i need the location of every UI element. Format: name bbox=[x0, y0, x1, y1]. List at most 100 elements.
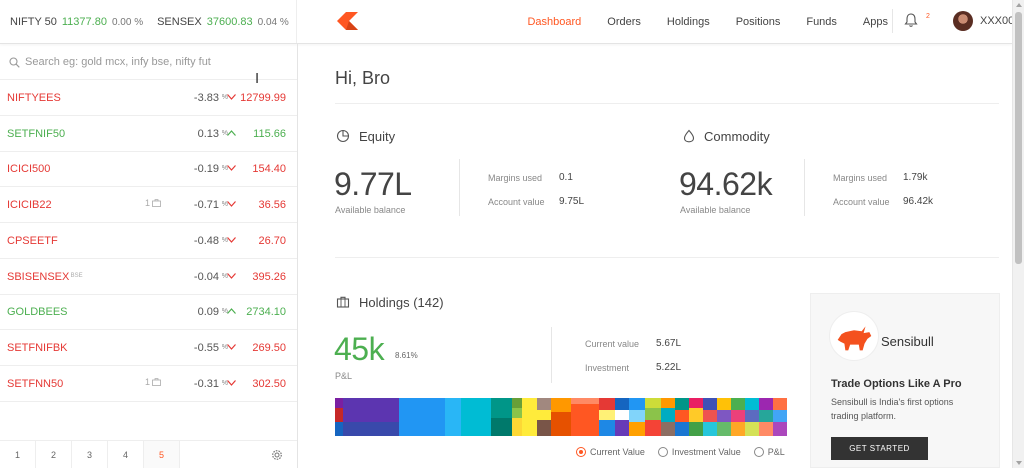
nav-funds[interactable]: Funds bbox=[806, 15, 837, 28]
search-input[interactable] bbox=[25, 52, 285, 72]
treemap-tile[interactable] bbox=[512, 398, 522, 408]
chevron-down-icon bbox=[227, 272, 236, 279]
treemap-tile[interactable] bbox=[491, 418, 512, 436]
page-3[interactable]: 3 bbox=[72, 441, 108, 468]
watchlist-row[interactable]: SETFNIFBK -0.55% 269.50 bbox=[0, 330, 297, 366]
treemap-tile[interactable] bbox=[335, 398, 343, 408]
nav-apps[interactable]: Apps bbox=[862, 15, 888, 28]
treemap-tile[interactable] bbox=[599, 420, 615, 436]
treemap-tile[interactable] bbox=[717, 410, 731, 422]
treemap-tile[interactable] bbox=[629, 410, 645, 422]
user-id[interactable]: XXX00 bbox=[980, 15, 1015, 27]
page-2[interactable]: 2 bbox=[36, 441, 72, 468]
radio-icon[interactable] bbox=[753, 447, 764, 457]
treemap-tile[interactable] bbox=[661, 408, 675, 422]
radio-icon[interactable] bbox=[657, 447, 668, 457]
promo-title: Trade Options Like A Pro bbox=[831, 378, 962, 390]
treemap-tile[interactable] bbox=[675, 410, 689, 422]
watchlist-row[interactable]: SETFNIF50 0.13% 115.66 bbox=[0, 116, 297, 152]
holdings-pnl-label: P&L bbox=[335, 371, 353, 381]
treemap-tile[interactable] bbox=[615, 398, 629, 410]
scroll-thumb[interactable] bbox=[1015, 12, 1022, 264]
index-sensex[interactable]: SENSEX 37600.83 0.04 % bbox=[157, 16, 289, 28]
treemap-tile[interactable] bbox=[537, 410, 551, 420]
treemap-tile[interactable] bbox=[571, 398, 599, 404]
treemap-tile[interactable] bbox=[599, 410, 615, 420]
percent-symbol: % bbox=[221, 94, 228, 101]
last-price: 36.56 bbox=[258, 199, 286, 212]
index-value: 37600.83 bbox=[206, 15, 253, 28]
watchlist-row[interactable]: SETFNN50 1 -0.31% 302.50 bbox=[0, 366, 297, 402]
change-percent: 0.13 bbox=[197, 127, 219, 140]
treemap-tile[interactable] bbox=[335, 422, 343, 436]
watchlist-row[interactable]: GOLDBEES 0.09% 2734.10 bbox=[0, 294, 297, 331]
gear-icon[interactable] bbox=[271, 449, 283, 461]
treemap-tile[interactable] bbox=[615, 410, 629, 420]
page-5[interactable]: 5 bbox=[144, 441, 180, 468]
change-percent: -0.48 bbox=[193, 234, 219, 247]
treemap-tile[interactable] bbox=[759, 410, 773, 422]
treemap-tile[interactable] bbox=[551, 412, 571, 436]
treemap-tile[interactable] bbox=[717, 422, 731, 436]
treemap-tile[interactable] bbox=[629, 422, 645, 436]
watchlist-row[interactable]: CPSEETF -0.48% 26.70 bbox=[0, 223, 297, 259]
equity-margins-value: 0.1 bbox=[559, 172, 573, 183]
treemap-tile[interactable] bbox=[689, 408, 703, 422]
kite-logo-icon[interactable] bbox=[337, 12, 359, 30]
promo-text: Sensibull is India's first options tradi… bbox=[831, 397, 954, 421]
treemap-tile[interactable] bbox=[731, 422, 745, 436]
treemap-tile[interactable] bbox=[745, 422, 759, 436]
treemap-tile[interactable] bbox=[661, 422, 675, 436]
bell-icon[interactable] bbox=[904, 12, 918, 28]
index-nifty50[interactable]: NIFTY 50 11377.80 0.00 % bbox=[10, 16, 143, 28]
treemap-tile[interactable] bbox=[522, 398, 537, 436]
watchlist-row[interactable]: SBISENSEX BSE -0.04% 395.26 bbox=[0, 259, 297, 295]
treemap-tile[interactable] bbox=[537, 398, 551, 410]
watchlist-row[interactable]: NIFTYEES -3.83% 12799.99 bbox=[0, 80, 297, 116]
nav-orders[interactable]: Orders bbox=[607, 15, 641, 28]
treemap-tile[interactable] bbox=[399, 398, 445, 436]
treemap-tile[interactable] bbox=[512, 398, 522, 436]
nav-dashboard[interactable]: Dashboard bbox=[527, 15, 582, 28]
treemap-tile[interactable] bbox=[645, 408, 661, 420]
divider bbox=[804, 159, 805, 216]
holdings-treemap[interactable] bbox=[335, 398, 787, 436]
legend-pnl[interactable]: P&L bbox=[753, 447, 785, 457]
last-price: 269.50 bbox=[252, 341, 286, 354]
page-scrollbar[interactable] bbox=[1012, 0, 1024, 468]
scroll-down-arrow-icon[interactable] bbox=[1016, 461, 1022, 465]
treemap-tile[interactable] bbox=[773, 410, 787, 422]
treemap-tile[interactable] bbox=[689, 422, 703, 436]
get-started-button[interactable]: GET STARTED bbox=[831, 437, 928, 460]
nav-holdings[interactable]: Holdings bbox=[666, 15, 710, 28]
legend-investment-value[interactable]: Investment Value bbox=[657, 447, 741, 457]
treemap-tile[interactable] bbox=[773, 422, 787, 436]
market-indices: NIFTY 50 11377.80 0.00 % SENSEX 37600.83… bbox=[0, 0, 297, 43]
page-1[interactable]: 1 bbox=[0, 441, 36, 468]
treemap-tile[interactable] bbox=[759, 422, 773, 436]
treemap-tile[interactable] bbox=[731, 410, 745, 422]
treemap-tile[interactable] bbox=[461, 398, 491, 436]
watchlist-row[interactable]: ICICIB22 1 -0.71% 36.56 bbox=[0, 187, 297, 224]
treemap-tile[interactable] bbox=[512, 418, 522, 436]
legend-current-value[interactable]: Current Value bbox=[576, 447, 645, 457]
treemap-tile[interactable] bbox=[745, 410, 759, 422]
scroll-up-arrow-icon[interactable] bbox=[1016, 3, 1022, 7]
treemap-tile[interactable] bbox=[537, 420, 551, 436]
treemap-tile[interactable] bbox=[675, 422, 689, 436]
treemap-tile[interactable] bbox=[335, 398, 343, 436]
notification-count: 2 bbox=[926, 13, 930, 20]
treemap-tile[interactable] bbox=[645, 420, 661, 436]
avatar[interactable] bbox=[953, 11, 973, 31]
page-4[interactable]: 4 bbox=[108, 441, 144, 468]
nav-positions[interactable]: Positions bbox=[735, 15, 781, 28]
top-bar: NIFTY 50 11377.80 0.00 % SENSEX 37600.83… bbox=[0, 0, 1015, 44]
treemap-tile[interactable] bbox=[343, 422, 399, 436]
watchlist-row[interactable]: ICICI500 -0.19% 154.40 bbox=[0, 151, 297, 188]
chevron-down-icon bbox=[227, 165, 236, 172]
treemap-tile[interactable] bbox=[445, 398, 461, 436]
radio-selected-icon[interactable] bbox=[576, 447, 586, 457]
treemap-tile[interactable] bbox=[703, 410, 717, 422]
treemap-tile[interactable] bbox=[571, 398, 599, 436]
treemap-tile[interactable] bbox=[703, 422, 717, 436]
